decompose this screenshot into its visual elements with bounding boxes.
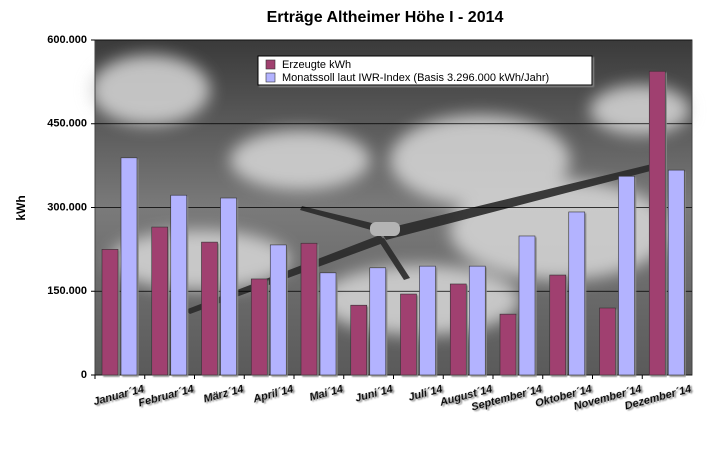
chart-title: Erträge Altheimer Höhe I - 2014 bbox=[267, 9, 504, 26]
y-tick-label: 0 bbox=[81, 369, 87, 381]
bar bbox=[599, 307, 616, 376]
bar bbox=[568, 211, 586, 376]
bar bbox=[419, 265, 436, 376]
x-tick-label: April´14 bbox=[251, 383, 295, 405]
bar bbox=[319, 272, 337, 376]
bar bbox=[170, 194, 188, 376]
legend-swatch bbox=[265, 59, 276, 70]
y-tick-label: 450.000 bbox=[47, 118, 87, 130]
legend-label: Erzeugte kWh bbox=[282, 59, 351, 71]
x-tick-label: Mai´14 bbox=[308, 383, 344, 403]
bar bbox=[648, 70, 666, 376]
x-tick-label: Januar´14 bbox=[92, 383, 145, 408]
bar bbox=[667, 169, 685, 376]
bar bbox=[400, 293, 417, 376]
y-tick-label: 150.000 bbox=[47, 285, 87, 297]
bar bbox=[300, 242, 318, 376]
legend-swatch bbox=[265, 72, 276, 83]
legend-label: Monatssoll laut IWR-Index (Basis 3.296.0… bbox=[282, 72, 549, 84]
bar bbox=[449, 283, 467, 376]
bar bbox=[120, 157, 138, 376]
bar bbox=[269, 244, 287, 376]
y-tick-label: 300.000 bbox=[47, 201, 87, 213]
bar bbox=[618, 175, 635, 376]
bar bbox=[369, 267, 387, 376]
x-tick-label: März´14 bbox=[202, 383, 245, 405]
y-tick-label: 600.000 bbox=[47, 34, 87, 46]
x-tick-label: Juni´14 bbox=[354, 383, 394, 405]
bar bbox=[220, 197, 237, 376]
bar bbox=[151, 226, 169, 376]
bar bbox=[250, 278, 268, 376]
y-axis-label: kWh bbox=[14, 195, 28, 220]
bar bbox=[518, 235, 536, 376]
bar bbox=[201, 241, 218, 376]
bar bbox=[499, 313, 517, 376]
x-tick-label: Februar´14 bbox=[137, 383, 195, 409]
bar bbox=[101, 249, 119, 376]
bar bbox=[468, 265, 486, 376]
bar bbox=[549, 274, 567, 376]
x-tick-label: Juli´14 bbox=[407, 383, 444, 404]
bar bbox=[350, 304, 368, 376]
